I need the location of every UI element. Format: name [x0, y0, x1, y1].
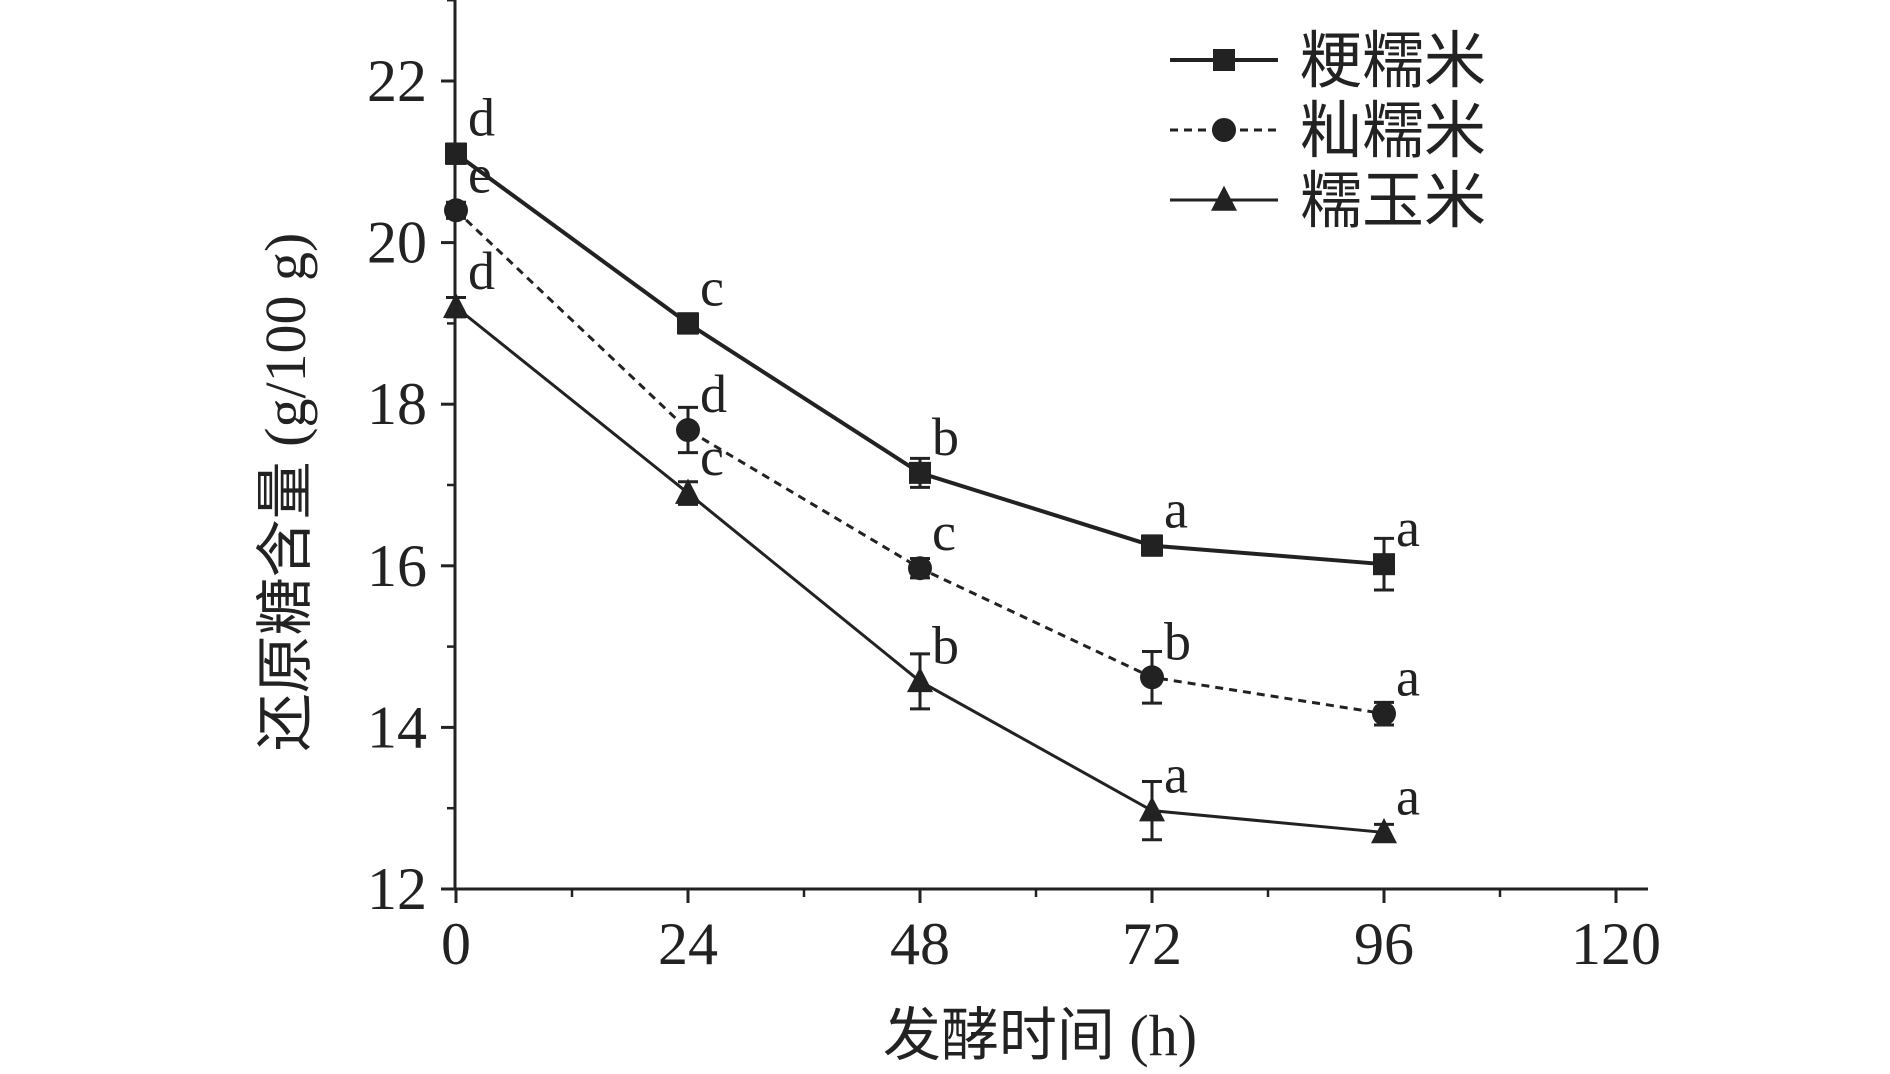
data-point	[1139, 796, 1165, 822]
significance-label: a	[1396, 766, 1420, 826]
y-tick-label: 22	[367, 48, 427, 114]
significance-label: a	[1396, 648, 1420, 708]
data-point	[445, 142, 467, 165]
significance-label: a	[1396, 498, 1420, 558]
x-axis-title: 发酵时间 (h)	[883, 1003, 1197, 1068]
x-tick-label: 120	[1571, 911, 1661, 977]
y-tick-label: 18	[367, 371, 427, 437]
data-point	[1372, 701, 1396, 726]
legend-marker	[1213, 49, 1235, 71]
x-tick-label: 72	[1122, 911, 1182, 977]
significance-label: e	[468, 144, 492, 204]
significance-label: d	[700, 364, 727, 424]
significance-label: c	[932, 502, 956, 562]
data-point	[909, 461, 931, 484]
legend-label: 籼糯米	[1300, 98, 1486, 166]
significance-label: d	[468, 241, 495, 301]
x-tick-label: 24	[658, 911, 718, 977]
significance-label: b	[932, 407, 959, 467]
y-axis-title: 还原糖含量 (g/100 g)	[253, 233, 318, 752]
significance-label: a	[1164, 480, 1188, 540]
data-point	[444, 198, 468, 223]
significance-label: d	[468, 88, 495, 148]
data-point	[675, 478, 701, 504]
legend-marker	[1211, 185, 1237, 211]
significance-label: c	[700, 427, 724, 487]
x-tick-label: 0	[441, 911, 471, 977]
legend-marker	[1212, 118, 1236, 142]
data-point	[676, 418, 700, 443]
data-point	[1371, 818, 1397, 844]
data-point	[1141, 534, 1163, 557]
y-tick-label: 20	[367, 210, 427, 276]
significance-label: b	[1164, 611, 1191, 671]
y-tick-label: 12	[367, 856, 427, 922]
legend-label: 糯玉米	[1300, 168, 1486, 236]
significance-label: b	[932, 615, 959, 675]
significance-label: a	[1164, 745, 1188, 805]
significance-label: c	[700, 257, 724, 317]
data-point	[907, 666, 933, 693]
data-point	[443, 292, 469, 319]
data-point	[908, 556, 932, 581]
axes: 0 24 48 72 96 120 12 14 16 18 20 22	[367, 0, 1661, 977]
data-point	[1140, 665, 1164, 690]
data-point	[677, 312, 699, 335]
data-point	[1373, 553, 1395, 576]
series-line	[454, 152, 1385, 567]
y-tick-label: 16	[367, 533, 427, 599]
legend-label: 粳糯米	[1300, 28, 1486, 96]
x-tick-label: 96	[1354, 911, 1414, 977]
y-tick-label: 14	[367, 694, 427, 760]
x-tick-label: 48	[890, 911, 950, 977]
